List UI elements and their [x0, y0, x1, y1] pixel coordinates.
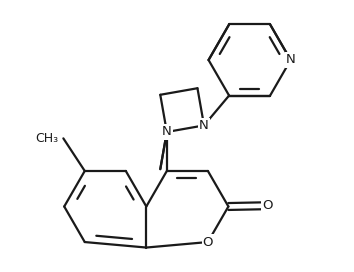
Text: CH₃: CH₃ — [35, 132, 58, 145]
Text: N: N — [162, 125, 172, 138]
Text: O: O — [262, 199, 273, 212]
Text: N: N — [286, 54, 296, 66]
Text: O: O — [202, 236, 213, 249]
Text: N: N — [199, 119, 209, 132]
